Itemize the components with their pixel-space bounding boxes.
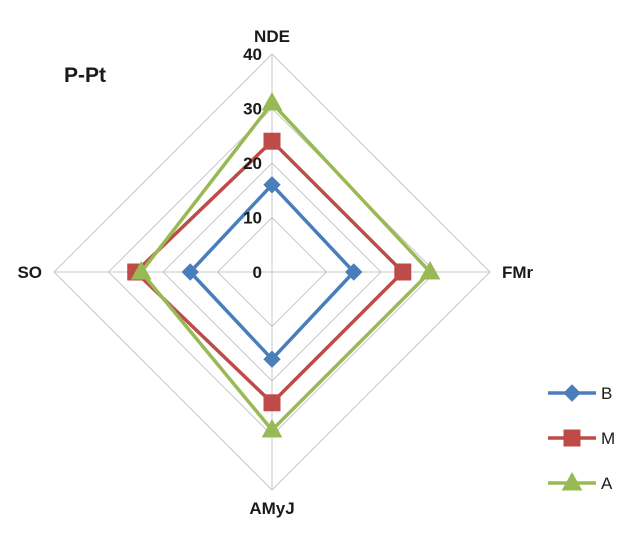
data-point — [563, 384, 581, 402]
data-point — [394, 263, 412, 281]
legend-label: A — [601, 474, 613, 493]
tick-label: 10 — [243, 209, 262, 228]
data-point — [261, 92, 283, 111]
axis-label-fmr: FMr — [502, 263, 534, 282]
radial-tick-labels: 0 10 20 30 40 — [243, 45, 262, 282]
legend-item-b: B — [548, 384, 612, 403]
axis-label-nde: NDE — [254, 27, 290, 46]
legend-label: B — [601, 384, 612, 403]
data-point — [181, 263, 199, 281]
series-b — [181, 176, 363, 368]
tick-label: 0 — [253, 263, 262, 282]
data-point — [261, 419, 283, 438]
tick-label: 40 — [243, 45, 262, 64]
series-a — [130, 92, 441, 438]
tick-label: 30 — [243, 100, 262, 119]
data-point — [345, 263, 363, 281]
legend: B M A — [548, 384, 615, 493]
data-point — [561, 471, 583, 491]
data-point — [263, 132, 281, 150]
tick-label: 20 — [243, 154, 262, 173]
data-point — [263, 350, 281, 368]
radar-series — [127, 92, 441, 438]
data-point — [419, 260, 441, 280]
legend-item-m: M — [548, 429, 615, 448]
data-point — [263, 176, 281, 194]
legend-label: M — [601, 429, 615, 448]
data-point — [130, 260, 152, 280]
legend-item-a: A — [548, 471, 613, 493]
axis-labels: NDE FMr AMyJ SO — [17, 27, 533, 518]
axis-label-so: SO — [17, 263, 42, 282]
chart-title: P-Pt — [64, 64, 106, 87]
data-point — [263, 394, 281, 412]
axis-label-amyj: AMyJ — [249, 499, 294, 518]
data-point — [563, 429, 581, 447]
series-line — [139, 101, 432, 432]
